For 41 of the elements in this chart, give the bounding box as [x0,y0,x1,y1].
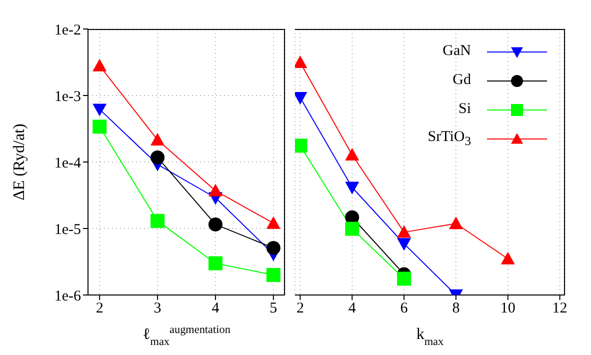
y-axis-title: ΔE (Ryd/at) [11,124,28,200]
x-axis-title: k$_{max}$ [416,326,444,348]
y-tick-label: 1e-2 [54,22,81,38]
legend-label: Si [458,101,471,117]
point [92,120,107,134]
point [208,256,222,270]
point [92,58,107,72]
point [345,148,360,160]
point [448,216,463,230]
point [92,104,107,116]
y-tick-label: 1e-6 [54,288,82,304]
point [500,252,515,264]
x-tick-label: 2 [96,300,104,317]
y-tick-label: 1e-5 [54,222,81,238]
x-tick-label: 8 [452,300,460,317]
point [150,150,165,164]
point [208,184,222,196]
x-tick-label: 12 [552,300,568,317]
point [397,225,412,238]
x-tick-label: 2 [296,300,304,317]
x-tick-label: 4 [212,300,220,317]
x-tick-label: 3 [154,300,162,317]
x-tick-label: 5 [270,300,278,317]
point [397,272,412,286]
y-tick-label: 1e-3 [54,88,81,105]
point [345,182,360,194]
point [208,217,222,232]
point [266,240,280,255]
legend-label: GaN [442,43,471,59]
point [345,222,360,236]
x-tick-label: 4 [348,300,356,317]
y-tick-label: 1e-4 [54,155,82,172]
point [266,216,280,229]
x-tick-label: 6 [400,300,408,317]
x-tick-label: 10 [500,300,516,317]
legend-label: Gd [452,72,471,88]
legend-label: SrTiO$_{3}$ [428,128,471,148]
point [266,268,280,282]
point [397,238,412,251]
point [150,214,165,228]
point [150,132,165,146]
